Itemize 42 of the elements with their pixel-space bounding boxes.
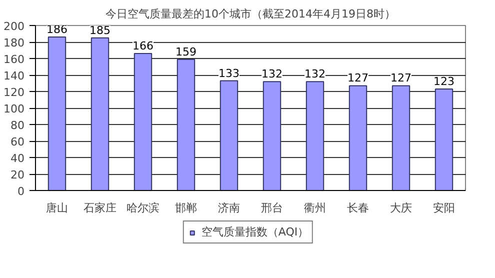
data-label: 133 (218, 66, 240, 80)
x-tick-label: 邯郸 (175, 202, 197, 214)
y-tick-label: 200 (4, 20, 25, 33)
bar (48, 36, 66, 190)
y-tick-label: 80 (10, 119, 25, 132)
legend-label: 空气质量指数（AQI） (201, 224, 309, 240)
y-tick-label: 140 (4, 70, 25, 82)
y-tick-label: 180 (4, 36, 25, 50)
x-tick-label: 唐山 (46, 202, 68, 214)
x-tick-label: 济南 (218, 202, 240, 214)
bar (348, 85, 368, 190)
data-label: 132 (262, 68, 282, 81)
bar (262, 81, 282, 190)
y-tick-label: 0 (18, 185, 24, 198)
bar (176, 58, 196, 190)
data-label: 185 (90, 24, 110, 37)
bar (392, 85, 410, 190)
x-tick-label: 邢台 (261, 202, 283, 214)
x-tick-label: 大庆 (390, 202, 412, 214)
x-tick-label: 哈尔滨 (126, 202, 160, 214)
y-tick-label: 160 (4, 53, 25, 66)
bar (306, 81, 324, 190)
data-label: 127 (348, 72, 368, 85)
bar (434, 88, 454, 190)
y-tick-label: 100 (4, 102, 25, 116)
bar (90, 37, 110, 190)
data-label: 159 (176, 45, 196, 58)
chart-title: 今日空气质量最差的10个城市（截至2014年4月19日8时） (106, 8, 396, 20)
y-tick-label: 60 (10, 136, 25, 148)
y-tick-label: 20 (10, 168, 25, 182)
data-label: 166 (132, 40, 154, 53)
x-tick-label: 衢州 (304, 202, 326, 214)
x-tick-label: 石家庄 (84, 202, 116, 214)
bar (134, 53, 152, 190)
data-label: 132 (304, 68, 326, 81)
x-tick-label: 安阳 (433, 202, 455, 214)
x-tick-label: 长春 (347, 202, 369, 214)
y-tick-label: 40 (10, 152, 25, 165)
data-label: 127 (390, 72, 412, 85)
bar (220, 80, 238, 190)
y-tick-label: 120 (4, 86, 25, 99)
data-label: 123 (434, 75, 454, 88)
